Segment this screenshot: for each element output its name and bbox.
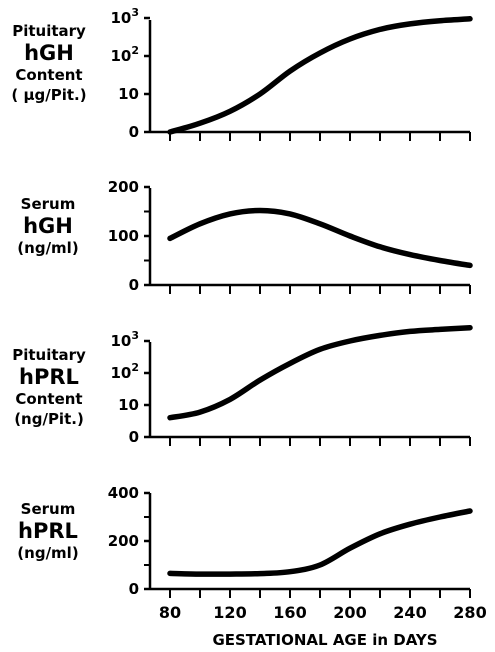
ylabel-line: hPRL <box>18 519 78 543</box>
panel-2-ylabel: Serum hGH (ng/ml) <box>8 195 88 258</box>
ylabel-line: Serum <box>20 500 76 518</box>
series-line <box>167 324 473 421</box>
y-tick-label: 103 <box>110 329 139 350</box>
y-tick-label: 10 <box>118 396 139 414</box>
ylabel-line: ( µg/Pit.) <box>11 86 87 104</box>
series-line <box>167 207 473 269</box>
x-tick-label: 120 <box>213 603 246 622</box>
panel-1: 0 10 102 103 <box>110 6 473 141</box>
panel-3-ylabel: Pituitary hPRL Content (ng/Pit.) <box>2 346 96 430</box>
y-tick-label: 102 <box>110 44 139 65</box>
y-tick-label: 0 <box>129 428 139 446</box>
y-tick-label: 200 <box>108 178 139 196</box>
series-line <box>167 16 473 135</box>
series-line <box>167 508 473 577</box>
ylabel-line: hPRL <box>19 365 79 389</box>
ylabel-line: Pituitary <box>12 346 86 364</box>
panel-3: 0 10 102 103 <box>110 324 473 446</box>
y-tick-label: 10 <box>118 85 139 103</box>
y-tick-label: 0 <box>129 123 139 141</box>
ylabel-line: Content <box>15 66 83 84</box>
x-tick-label: 160 <box>273 603 306 622</box>
x-axis-title: GESTATIONAL AGE in DAYS <box>212 631 437 649</box>
ylabel-line: (ng/ml) <box>17 544 79 562</box>
x-tick-label: 280 <box>453 603 486 622</box>
y-tick-label: 100 <box>108 227 139 245</box>
ylabel-line: Pituitary <box>12 22 86 40</box>
ylabel-line: (ng/Pit.) <box>14 410 84 428</box>
y-tick-label: 0 <box>129 276 139 294</box>
x-tick-label: 80 <box>159 603 181 622</box>
ylabel-line: (ng/ml) <box>17 239 79 257</box>
y-tick-label: 102 <box>110 361 139 382</box>
panel-4: 0 200 400 <box>108 484 473 598</box>
ylabel-line: Serum <box>20 195 76 213</box>
ylabel-line: Content <box>15 390 83 408</box>
x-tick-label: 200 <box>333 603 366 622</box>
y-tick-label: 200 <box>108 532 139 550</box>
panel-1-ylabel: Pituitary hGH Content ( µg/Pit.) <box>2 22 96 106</box>
y-tick-label: 103 <box>110 6 139 27</box>
y-tick-label: 400 <box>108 484 139 502</box>
panel-2: 0 100 200 <box>108 178 473 294</box>
y-tick-label: 0 <box>129 580 139 598</box>
ylabel-line: hGH <box>23 214 73 238</box>
x-tick-label: 240 <box>393 603 426 622</box>
panel-4-ylabel: Serum hPRL (ng/ml) <box>8 500 88 563</box>
ylabel-line: hGH <box>24 41 74 65</box>
